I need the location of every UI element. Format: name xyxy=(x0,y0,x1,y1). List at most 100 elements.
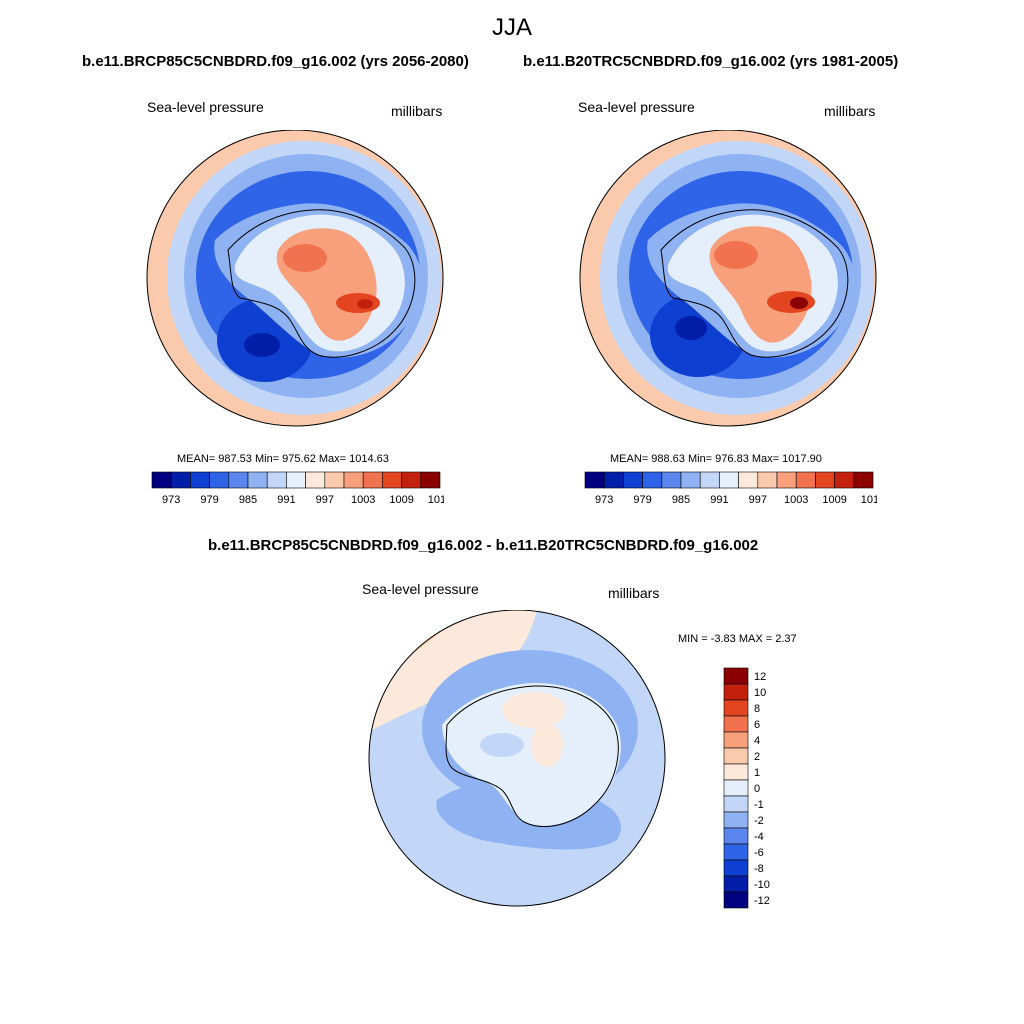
panel3-colorbar-tick-label: 4 xyxy=(754,735,760,747)
panel1-colorbar-swatch xyxy=(286,471,306,489)
panel3-coastline xyxy=(445,685,619,828)
panel3-colorbar-tick-label: -10 xyxy=(754,879,770,891)
panel1-colorbar-tick-label: 1015 xyxy=(428,494,444,506)
panel1-colorbar-swatch xyxy=(170,471,191,489)
panel3-field-neutral-continent xyxy=(442,682,621,826)
panel3-map-boundary xyxy=(368,610,666,907)
panel2-colorbar-tick-label: 991 xyxy=(710,494,728,506)
panel1-colorbar-tick-label: 991 xyxy=(277,494,295,506)
panel3-colorbar-tick-label: -12 xyxy=(754,895,770,907)
panel1-field-high-core xyxy=(357,299,373,309)
panel3-colorbar-tick-label: 12 xyxy=(754,671,766,683)
panel1-variable-label: Sea-level pressure xyxy=(147,99,264,115)
panel2-colorbar-swatch xyxy=(815,471,835,489)
panel1-colorbar-swatch xyxy=(190,471,210,489)
panel2-colorbar-swatch xyxy=(776,471,797,489)
panel3-colorbar-tick-label: 8 xyxy=(754,703,760,715)
panel1-map-boundary xyxy=(146,130,444,427)
panel3-units-label: millibars xyxy=(608,585,660,601)
panel2-colorbar-swatch xyxy=(623,471,643,489)
panel2-colorbar-swatch xyxy=(642,471,663,489)
panel2-colorbar-tick-label: 973 xyxy=(595,494,613,506)
panel2-colorbar-swatch xyxy=(699,471,720,489)
panel2-coastline xyxy=(660,209,849,358)
panel1-colorbar-swatch xyxy=(228,471,249,489)
panel1-units-label: millibars xyxy=(391,103,443,119)
panel1-colorbar-swatch xyxy=(151,471,172,489)
panel2-colorbar-tick-label: 985 xyxy=(672,494,690,506)
panel2-colorbar-swatch xyxy=(738,471,759,489)
panel3-colorbar-tick-label: 10 xyxy=(754,687,766,699)
panel1-colorbar: 973 979 985 991 997 1003 1009 1015 xyxy=(151,471,444,506)
panel3-colorbar-swatch xyxy=(723,875,749,893)
panel3-map xyxy=(368,610,666,907)
panel2-field-low-core xyxy=(675,316,707,340)
panel1-colorbar-swatch xyxy=(305,471,326,489)
panel3-field-positive-interior xyxy=(502,692,566,728)
panel3-stats: MIN = -3.83 MAX = 2.37 xyxy=(678,633,797,645)
panel3-colorbar-swatch xyxy=(723,699,749,717)
panel2-colorbar-swatch xyxy=(584,471,605,489)
panel3-title: b.e11.BRCP85C5CNBDRD.f09_g16.002 - b.e11… xyxy=(208,537,759,554)
panel2-field-high-a xyxy=(714,241,758,269)
panel2-colorbar-swatch xyxy=(680,471,701,489)
panel2-variable-label: Sea-level pressure xyxy=(578,99,695,115)
panel1-colorbar-tick-label: 973 xyxy=(162,494,180,506)
panel1-colorbar-swatch xyxy=(343,471,364,489)
panel3-colorbar-tick-label: -2 xyxy=(754,815,764,827)
panel1-colorbar-tick-label: 985 xyxy=(239,494,257,506)
panel1-colorbar-tick-label: 1009 xyxy=(389,494,413,506)
panel2-map xyxy=(579,130,877,427)
panel3-colorbar-tick-label: 2 xyxy=(754,751,760,763)
panel3-colorbar-swatch xyxy=(723,827,749,845)
panel2-colorbar-swatch xyxy=(757,471,778,489)
panel3-colorbar-swatch xyxy=(723,747,749,765)
panel3-colorbar-tick-label: -6 xyxy=(754,847,764,859)
panel2-colorbar-swatch xyxy=(834,471,855,489)
panel1-colorbar-swatch xyxy=(382,471,402,489)
panel3-colorbar-swatch xyxy=(723,667,749,685)
panel3-colorbar-swatch xyxy=(723,715,749,733)
panel3-colorbar-swatch xyxy=(723,779,749,797)
panel1-stats: MEAN= 987.53 Min= 975.62 Max= 1014.63 xyxy=(177,453,389,465)
panel1-colorbar-tick-label: 979 xyxy=(200,494,218,506)
panel3-colorbar-swatch xyxy=(723,795,749,813)
panel2-title: b.e11.B20TRC5CNBDRD.f09_g16.002 (yrs 198… xyxy=(523,53,899,70)
panel2-colorbar-tick-label: 1009 xyxy=(822,494,846,506)
panel2-colorbar: 973 979 985 991 997 1003 1009 1015 xyxy=(584,471,877,506)
panel3-colorbar-swatch xyxy=(723,859,749,877)
panel3-colorbar-tick-label: -8 xyxy=(754,863,764,875)
panel1-colorbar-tick-label: 1003 xyxy=(351,494,375,506)
panel2-colorbar-tick-label: 1003 xyxy=(784,494,808,506)
panel1-map xyxy=(146,130,444,427)
panel3-colorbar-swatch xyxy=(723,811,749,829)
panel1-title: b.e11.BRCP85C5CNBDRD.f09_g16.002 (yrs 20… xyxy=(82,53,469,70)
panel3-colorbar-swatch xyxy=(723,731,749,749)
panel1-colorbar-swatch xyxy=(247,471,268,489)
panel1-colorbar-swatch xyxy=(324,471,345,489)
panel2-colorbar-swatch xyxy=(853,471,874,489)
panel3-colorbar-swatch xyxy=(723,891,749,909)
panel2-colorbar-swatch xyxy=(603,471,624,489)
panel2-colorbar-swatch xyxy=(661,471,682,489)
panel3-variable-label: Sea-level pressure xyxy=(362,581,479,597)
panel1-coastline xyxy=(227,209,416,358)
panel2-colorbar-tick-label: 979 xyxy=(633,494,651,506)
panel3-colorbar-swatch xyxy=(723,763,749,781)
panel3-colorbar-swatch xyxy=(723,683,749,701)
panel3-colorbar-tick-label: -4 xyxy=(754,831,764,843)
panel1-field-low-core xyxy=(244,333,280,357)
panel3-colorbar-tick-label: 0 xyxy=(754,783,760,795)
panel1-colorbar-swatch xyxy=(266,471,287,489)
panel2-colorbar-swatch xyxy=(795,471,816,489)
panel1-colorbar-swatch xyxy=(420,471,441,489)
panel2-map-boundary xyxy=(579,130,877,427)
panel1-field-high-a xyxy=(283,244,327,272)
panel3-colorbar-tick-label: 6 xyxy=(754,719,760,731)
panel2-units-label: millibars xyxy=(824,103,876,119)
panel2-colorbar-swatch xyxy=(719,471,739,489)
panel2-colorbar-tick-label: 997 xyxy=(749,494,767,506)
panel1-colorbar-swatch xyxy=(362,471,383,489)
panel2-field-high-core xyxy=(790,297,808,309)
